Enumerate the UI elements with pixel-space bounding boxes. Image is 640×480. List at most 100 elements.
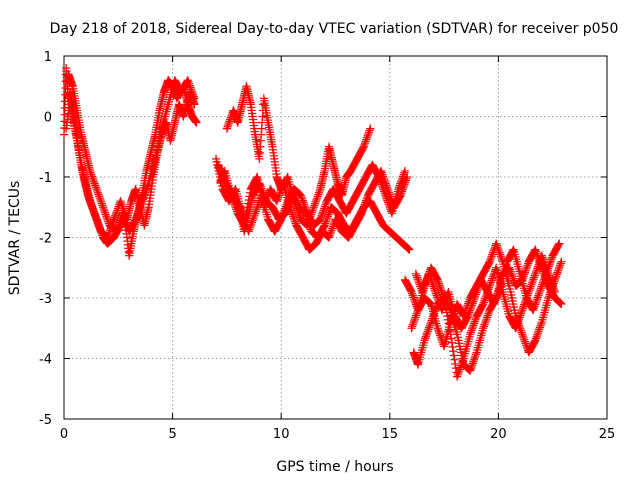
y-tick-label: -5: [39, 413, 52, 428]
x-axis-label: GPS time / hours: [276, 459, 393, 475]
data-point: [403, 244, 413, 253]
x-tick-label: 25: [599, 427, 616, 442]
data-point: [130, 216, 140, 225]
data-point: [155, 133, 164, 142]
data-point: [192, 118, 201, 127]
data-point: [507, 290, 516, 300]
data-point: [244, 195, 253, 205]
data-point: [155, 136, 164, 145]
data-point: [443, 312, 452, 321]
y-axis-label: SDTVAR / TECUs: [7, 181, 23, 296]
data-point: [217, 181, 227, 191]
data-point: [213, 160, 222, 169]
data-point: [454, 336, 463, 345]
data-point: [154, 139, 163, 148]
data-point: [211, 154, 221, 163]
data-series: [59, 63, 566, 381]
x-tick-label: 15: [382, 427, 399, 442]
data-point: [444, 319, 453, 328]
data-point: [153, 142, 162, 151]
data-point: [366, 124, 375, 133]
data-point: [276, 216, 285, 225]
data-point: [151, 154, 160, 163]
x-tick-label: 0: [60, 427, 68, 442]
data-point: [449, 347, 458, 356]
data-point: [432, 274, 442, 283]
data-point: [426, 299, 435, 308]
data-point: [253, 175, 263, 185]
data-point: [156, 130, 165, 139]
data-point: [255, 185, 265, 194]
data-point: [530, 337, 539, 346]
data-point: [455, 342, 464, 351]
data-point: [450, 355, 459, 364]
data-point: [451, 364, 460, 373]
data-point: [215, 172, 225, 182]
data-point: [406, 286, 415, 295]
y-tick-label: -2: [39, 232, 52, 247]
data-point: [254, 178, 263, 188]
data-point: [448, 342, 457, 352]
data-point: [405, 245, 414, 254]
y-tick-label: -1: [39, 171, 52, 186]
data-point: [456, 345, 465, 354]
data-point: [556, 299, 565, 308]
data-point: [510, 306, 519, 315]
data-point: [443, 315, 453, 324]
data-point: [243, 203, 252, 212]
data-point: [454, 339, 464, 348]
data-point: [216, 175, 225, 185]
data-point: [451, 359, 460, 369]
grid-lines: [64, 56, 607, 419]
data-point: [153, 145, 162, 154]
data-point: [440, 297, 449, 306]
data-point: [244, 199, 253, 208]
data-point: [214, 166, 223, 176]
data-point: [441, 301, 450, 310]
data-point: [356, 210, 366, 219]
data-point: [449, 351, 458, 360]
data-point: [505, 284, 515, 294]
data-point: [506, 287, 515, 297]
data-point: [447, 334, 456, 343]
data-point: [212, 157, 221, 166]
x-tick-label: 20: [490, 427, 507, 442]
data-point: [190, 94, 199, 103]
data-point: [151, 151, 160, 160]
data-point: [156, 127, 166, 136]
data-point: [447, 338, 457, 347]
data-point: [152, 148, 161, 157]
data-point: [445, 322, 454, 332]
data-point: [246, 188, 255, 197]
data-point: [446, 330, 455, 339]
data-point: [445, 326, 455, 335]
data-point: [463, 313, 472, 322]
data-point: [404, 244, 413, 254]
chart-title: Day 218 of 2018, Sidereal Day-to-day VTE…: [50, 21, 619, 37]
data-point: [484, 258, 494, 268]
data-point: [550, 287, 559, 297]
data-point: [440, 293, 449, 303]
y-tick-label: 0: [44, 111, 52, 126]
y-tick-label: 1: [44, 50, 52, 65]
data-point: [213, 163, 223, 173]
data-point: [557, 299, 566, 309]
y-tick-label: -3: [39, 292, 52, 307]
data-point: [478, 301, 487, 310]
data-point: [255, 181, 264, 191]
data-point: [557, 257, 566, 266]
data-point: [358, 143, 368, 153]
data-point: [554, 240, 563, 249]
data-point: [253, 172, 262, 182]
data-point: [555, 298, 565, 307]
data-point: [245, 192, 254, 201]
data-point: [453, 333, 462, 342]
data-point: [555, 239, 564, 248]
data-point: [511, 309, 520, 318]
data-point: [442, 308, 451, 317]
data-point: [453, 330, 462, 339]
data-point: [505, 281, 514, 290]
data-point: [217, 178, 226, 188]
